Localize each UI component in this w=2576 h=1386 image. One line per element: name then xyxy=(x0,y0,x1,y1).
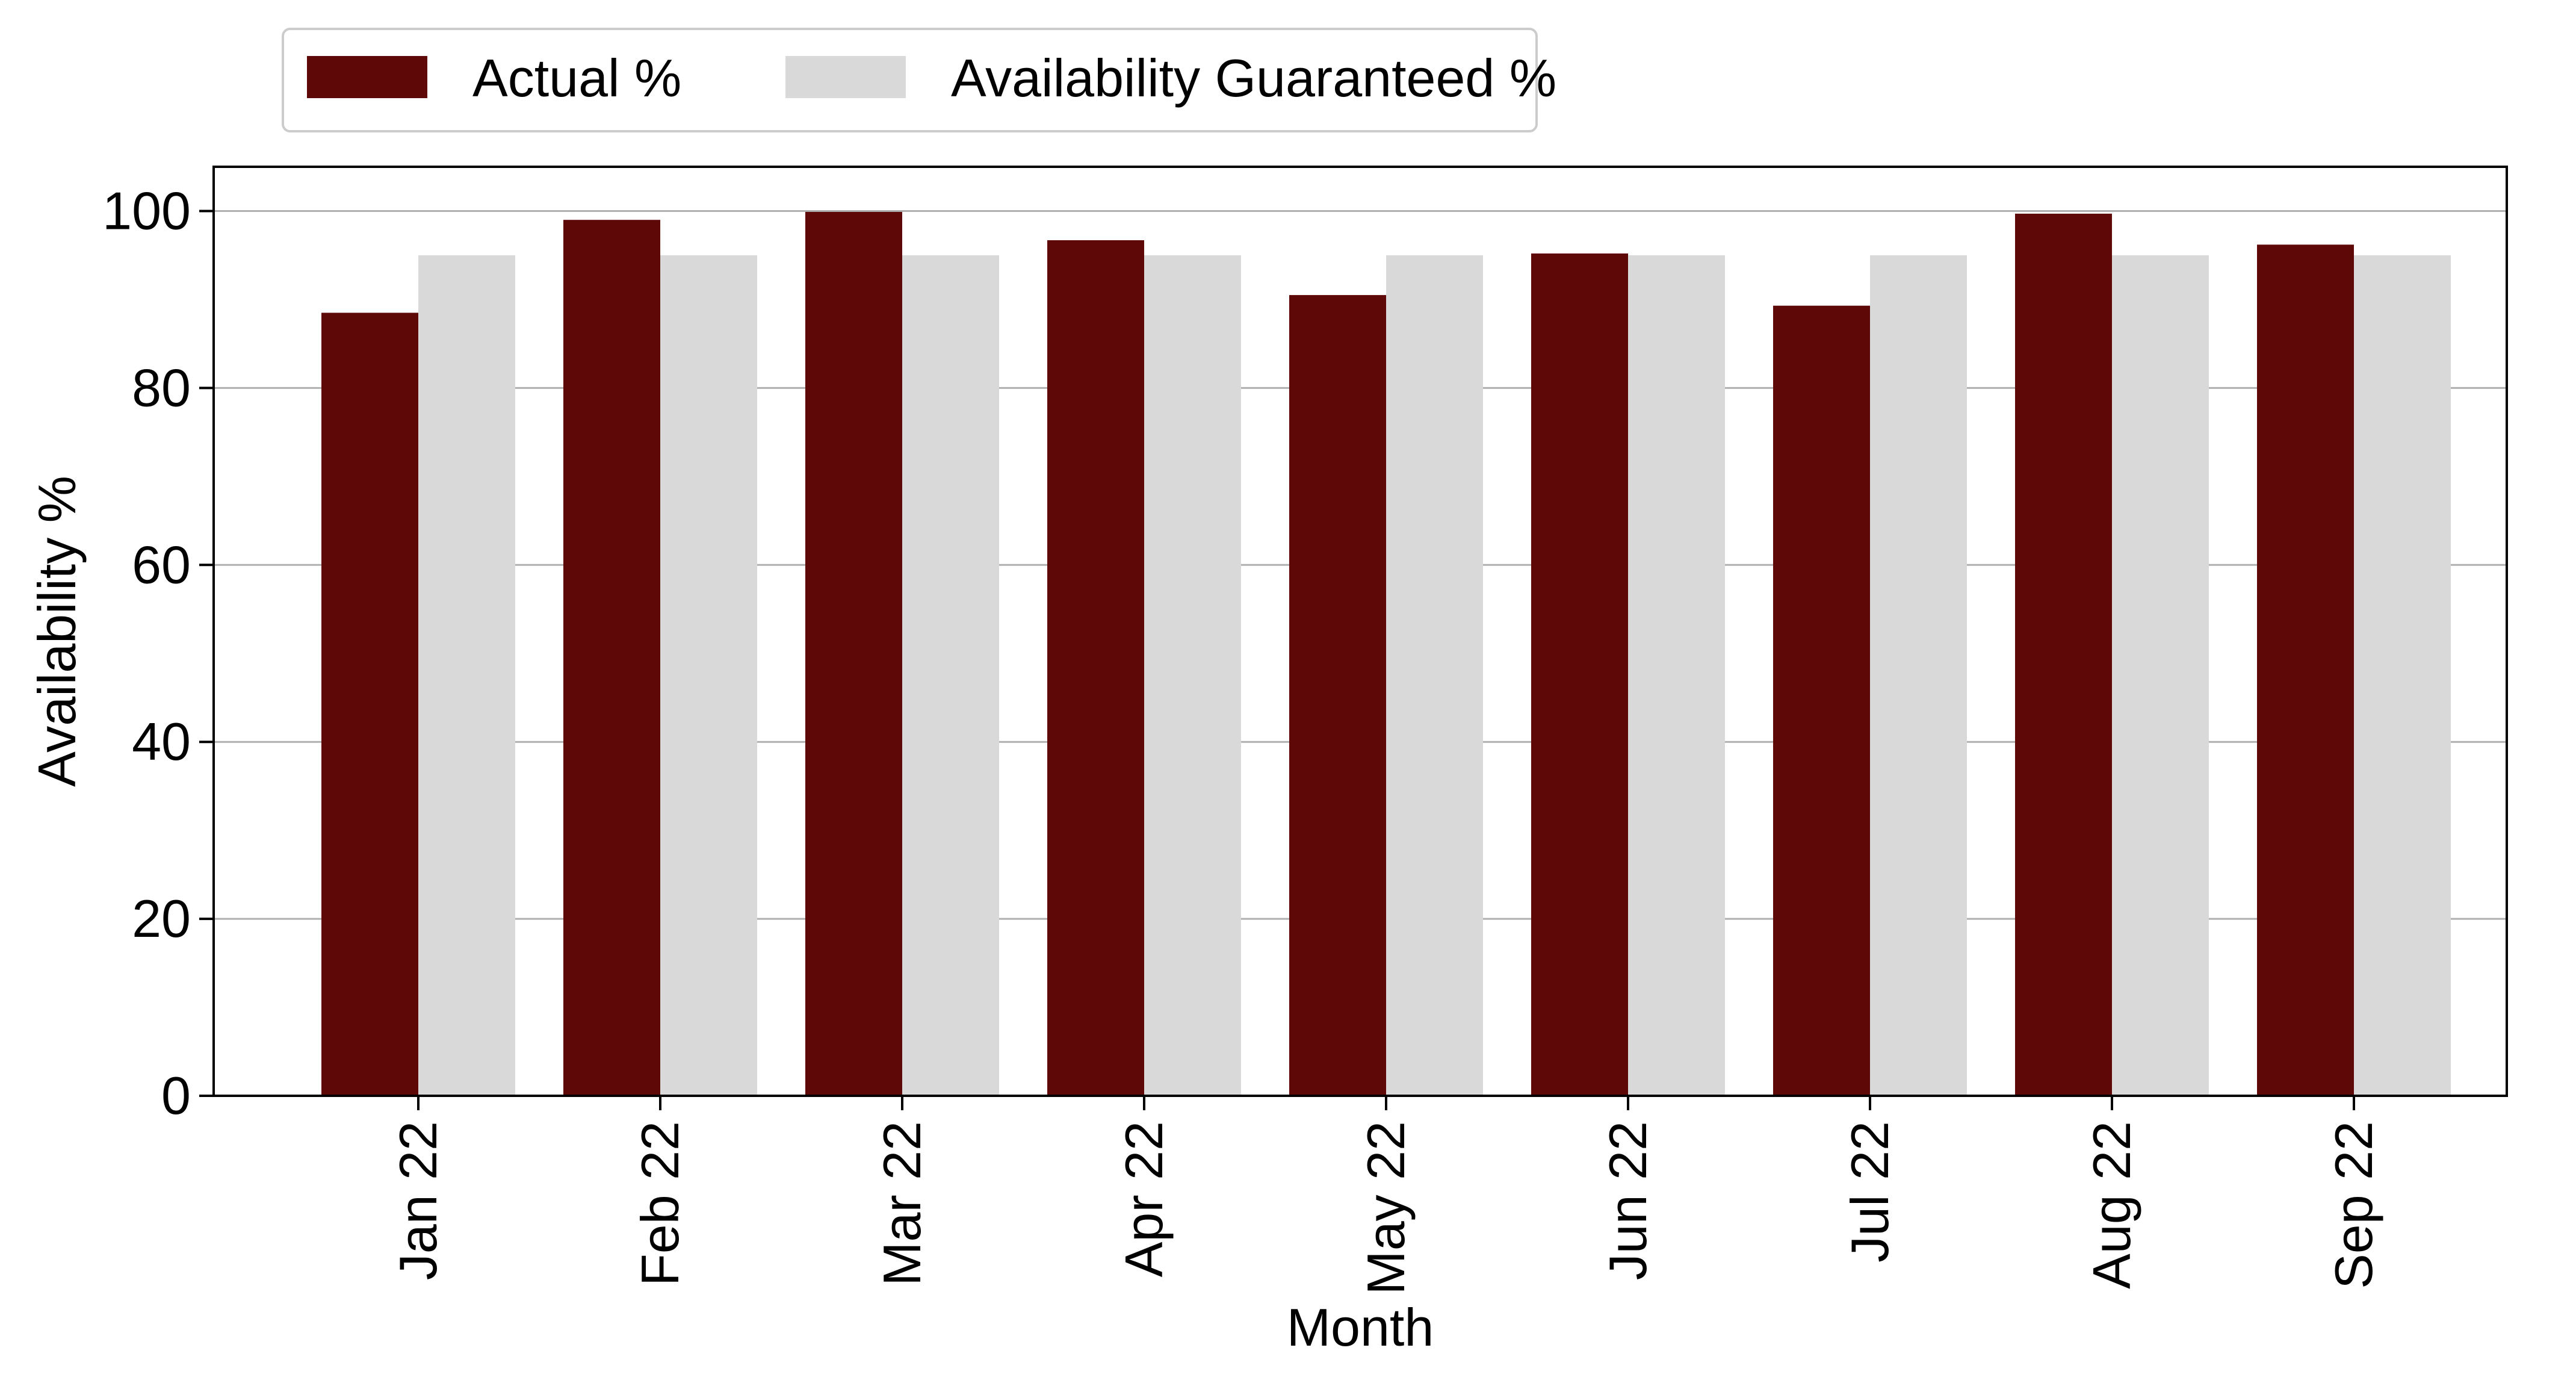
bar-guaranteed xyxy=(902,255,999,1096)
legend-swatch-actual xyxy=(307,56,427,98)
y-tick-label: 20 xyxy=(132,889,191,948)
bar-actual xyxy=(2015,213,2112,1096)
y-tick-label: 100 xyxy=(102,181,191,240)
bar-guaranteed xyxy=(1144,255,1241,1096)
bar-actual xyxy=(1047,240,1144,1096)
legend: Actual % Availability Guaranteed % xyxy=(282,28,1556,132)
plot-frame xyxy=(212,166,2508,1097)
y-tick-label: 40 xyxy=(132,712,191,771)
bar-actual xyxy=(805,211,902,1096)
x-tick-label: Sep 22 xyxy=(2324,1121,2383,1289)
x-tick-label: Apr 22 xyxy=(1114,1121,1174,1277)
bar-guaranteed xyxy=(2354,255,2451,1096)
bar-guaranteed xyxy=(418,255,515,1096)
bar-actual xyxy=(1289,295,1386,1096)
legend-label-actual: Actual % xyxy=(472,48,681,108)
bar-guaranteed xyxy=(660,255,757,1096)
bar-actual xyxy=(1531,253,1628,1096)
x-axis-label: Month xyxy=(1287,1297,1434,1357)
x-axis-ticks: Jan 22 Feb 22 Mar 22 Apr 22 May 22 Jun 22 Jul … xyxy=(388,1096,2383,1295)
bar-guaranteed xyxy=(1628,255,1725,1096)
bar-guaranteed xyxy=(1870,255,1967,1096)
y-axis-label: Availability % xyxy=(27,476,87,787)
x-tick-label: May 22 xyxy=(1356,1121,1416,1295)
x-tick-label: Jan 22 xyxy=(388,1121,448,1280)
bar-actual xyxy=(321,312,418,1096)
bar-actual xyxy=(2257,244,2354,1096)
legend-label-guaranteed: Availability Guaranteed % xyxy=(951,48,1556,108)
x-tick-label: Aug 22 xyxy=(2082,1121,2141,1289)
bar-guaranteed xyxy=(2112,255,2209,1096)
x-tick-label: Mar 22 xyxy=(872,1121,932,1286)
legend-frame xyxy=(282,28,1538,132)
bars xyxy=(321,211,2451,1096)
y-tick-label: 80 xyxy=(132,358,191,417)
y-tick-label: 0 xyxy=(161,1066,191,1125)
x-tick-label: Jul 22 xyxy=(1840,1121,1899,1263)
bar-guaranteed xyxy=(1386,255,1483,1096)
legend-swatch-guaranteed xyxy=(785,56,906,98)
bar-actual xyxy=(1773,305,1870,1096)
y-tick-label: 60 xyxy=(132,535,191,594)
x-tick-label: Jun 22 xyxy=(1598,1121,1658,1280)
x-tick-label: Feb 22 xyxy=(630,1121,690,1286)
bar-actual xyxy=(563,220,660,1096)
y-axis-ticks: 0 20 40 60 80 100 xyxy=(102,181,214,1125)
